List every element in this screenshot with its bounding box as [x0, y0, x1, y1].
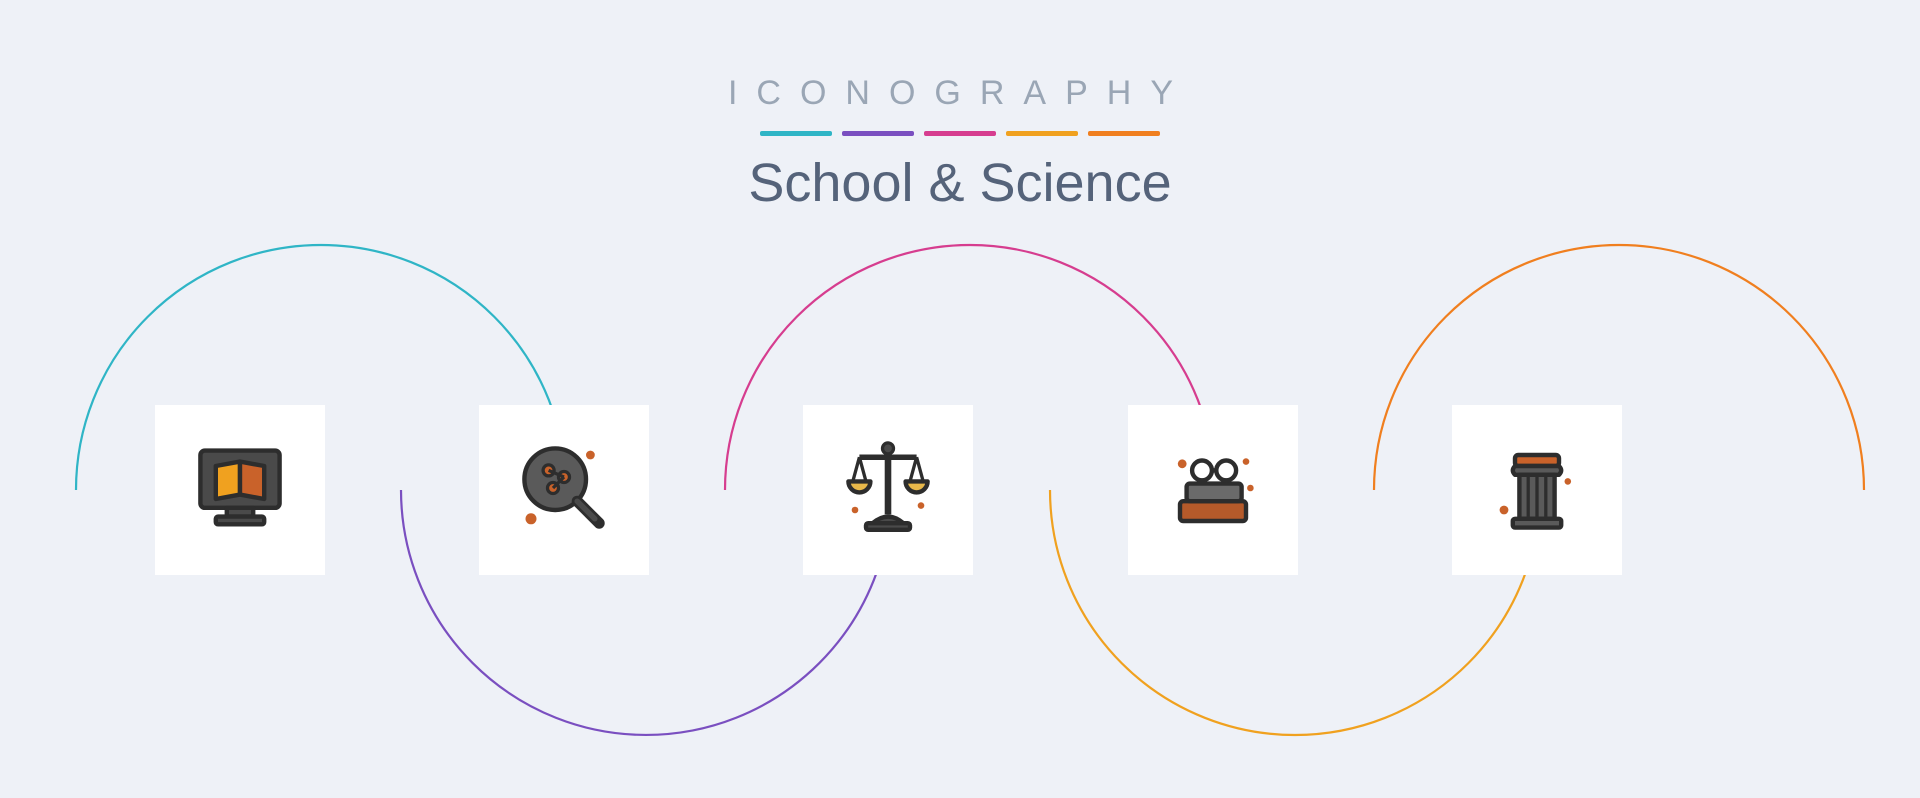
- magnifier-molecule-icon: [509, 433, 619, 548]
- magnifier-molecule-tile: [479, 405, 649, 575]
- books-glasses-icon: [1158, 433, 1268, 548]
- pillar-tile: [1452, 405, 1622, 575]
- connector-path: [0, 0, 1920, 798]
- monitor-book-icon: [185, 433, 295, 548]
- balance-scale-icon: [833, 433, 943, 548]
- monitor-book-tile: [155, 405, 325, 575]
- balance-scale-tile: [803, 405, 973, 575]
- pillar-icon: [1482, 433, 1592, 548]
- books-glasses-tile: [1128, 405, 1298, 575]
